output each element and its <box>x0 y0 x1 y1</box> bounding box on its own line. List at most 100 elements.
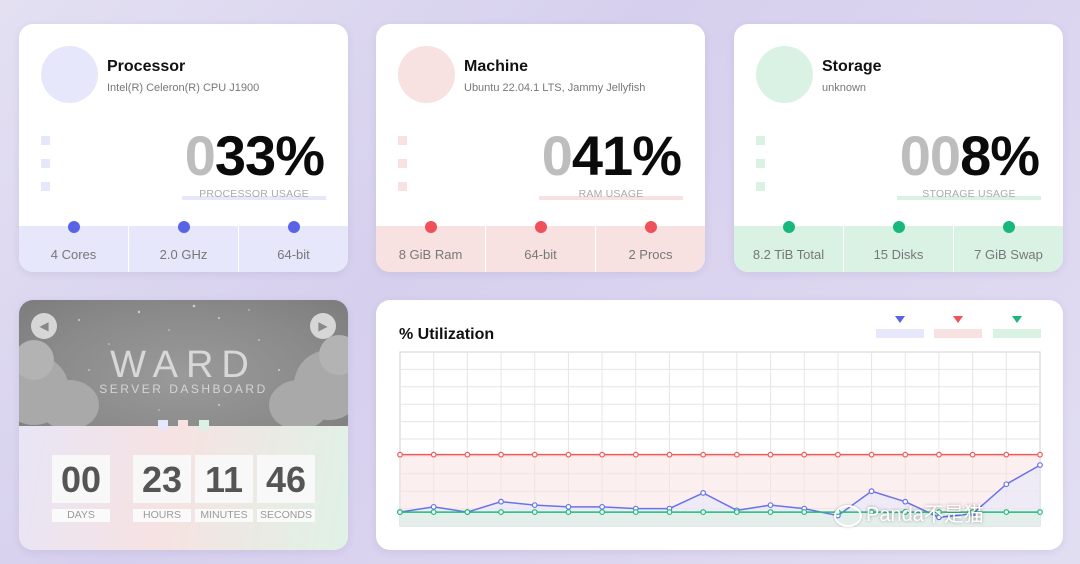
dot-icon <box>644 221 657 233</box>
usage-underline <box>182 196 326 200</box>
data-point-storage <box>700 509 707 515</box>
data-point-ram <box>464 451 471 458</box>
ram-usage-value: 041% <box>541 124 682 187</box>
data-point-ram <box>666 451 673 458</box>
machine-avatar <box>398 46 455 103</box>
usage-label: STORAGE USAGE <box>922 188 1016 200</box>
utilization-chart-card: % Utilization Panda不是猫 <box>376 300 1063 550</box>
card-title: Storage <box>822 58 882 75</box>
decorative-bullets <box>398 136 407 205</box>
footer-cell: 15 Disks <box>843 221 953 272</box>
data-point-ram <box>430 451 437 458</box>
ward-logo-subtitle: SERVER DASHBOARD <box>99 382 268 396</box>
usage-label: RAM USAGE <box>578 188 644 200</box>
data-point-storage <box>936 509 942 515</box>
data-point-ram <box>801 451 808 458</box>
data-point-ram <box>397 451 403 458</box>
stat-footer: 8 GiB Ram 64-bit 2 Procs <box>376 221 705 272</box>
card-title: Processor <box>107 58 186 75</box>
uptime-days: 00 DAYS <box>52 455 110 522</box>
stat-footer: 8.2 TiB Total 15 Disks 7 GiB Swap <box>734 221 1063 272</box>
stat-footer: 4 Cores 2.0 GHz 64-bit <box>19 221 348 272</box>
processor-usage-value: 033% <box>184 124 325 187</box>
data-point-ram <box>1037 451 1043 458</box>
data-point-storage <box>599 509 606 515</box>
uptime-seconds-value: 46 <box>257 455 315 503</box>
data-point-ram <box>902 451 909 458</box>
data-point-storage <box>498 509 504 515</box>
utilization-line-chart <box>397 351 1043 527</box>
legend-storage[interactable] <box>993 316 1041 338</box>
ward-banner: ◀ ▶ WARD SERVER DASHBOARD <box>19 300 348 430</box>
series-area-storage <box>400 512 1040 526</box>
data-point-ram <box>632 451 639 458</box>
data-point-ram <box>531 451 538 458</box>
chart-title: % Utilization <box>399 326 495 343</box>
uptime-hours: 23 HOURS <box>133 455 191 522</box>
uptime-hours-label: HOURS <box>133 509 191 522</box>
data-point-ram <box>834 451 841 458</box>
footer-cell: 2.0 GHz <box>128 221 238 272</box>
dot-icon <box>892 221 905 233</box>
processor-avatar <box>41 46 98 103</box>
data-point-ram <box>700 451 707 458</box>
theme-swatch-red[interactable] <box>178 420 188 430</box>
footer-cell: 7 GiB Swap <box>953 221 1063 272</box>
data-point-storage <box>565 509 572 515</box>
data-point-storage <box>531 509 538 515</box>
uptime-minutes-value: 11 <box>195 455 253 503</box>
data-point-processor <box>936 514 942 521</box>
data-point-processor <box>1003 481 1010 488</box>
data-point-storage <box>733 509 740 515</box>
uptime-seconds-label: SECONDS <box>257 509 315 522</box>
footer-cell: 8.2 TiB Total <box>734 221 843 272</box>
data-point-processor <box>599 503 606 510</box>
dot-icon <box>1002 221 1015 233</box>
data-point-ram <box>498 451 504 458</box>
theme-swatch-blue[interactable] <box>158 420 168 430</box>
ward-uptime-card: ◀ ▶ WARD SERVER DASHBOARD 00 DAYS 23 HOU… <box>19 300 348 550</box>
processor-card: Processor Intel(R) Celeron(R) CPU J1900 … <box>19 24 348 272</box>
legend-processor[interactable] <box>876 316 924 338</box>
data-point-ram <box>1003 451 1010 458</box>
legend-ram[interactable] <box>934 316 982 338</box>
storage-card: Storage unknown 008% STORAGE USAGE 8.2 T… <box>734 24 1063 272</box>
uptime-days-label: DAYS <box>52 509 110 522</box>
dot-icon <box>287 221 300 233</box>
triangle-down-icon <box>895 316 905 323</box>
triangle-down-icon <box>953 316 963 323</box>
theme-swatch-green[interactable] <box>199 420 209 430</box>
data-point-storage <box>868 509 875 515</box>
data-point-ram <box>733 451 740 458</box>
data-point-storage <box>464 509 471 515</box>
data-point-storage <box>1003 509 1010 515</box>
dot-icon <box>177 221 190 233</box>
data-point-processor <box>700 490 707 496</box>
data-point-processor <box>767 502 774 509</box>
uptime-seconds: 46 SECONDS <box>257 455 315 522</box>
usage-underline <box>897 196 1041 200</box>
data-point-processor <box>565 503 572 510</box>
footer-cell: 8 GiB Ram <box>376 221 485 272</box>
storage-avatar <box>756 46 813 103</box>
data-point-processor <box>868 488 875 495</box>
wechat-icon <box>834 504 862 527</box>
data-point-ram <box>969 451 976 458</box>
data-point-ram <box>599 451 606 458</box>
footer-cell: 2 Procs <box>595 221 705 272</box>
next-slide-button[interactable]: ▶ <box>310 313 336 339</box>
card-title: Machine <box>464 58 529 75</box>
uptime-minutes-label: MINUTES <box>195 509 253 522</box>
data-point-storage <box>767 509 774 515</box>
footer-cell: 64-bit <box>238 221 348 272</box>
data-point-ram <box>565 451 572 458</box>
machine-card: Machine Ubuntu 22.04.1 LTS, Jammy Jellyf… <box>376 24 705 272</box>
prev-slide-button[interactable]: ◀ <box>31 313 57 339</box>
dot-icon <box>782 221 795 233</box>
chevron-left-icon: ◀ <box>39 319 49 333</box>
data-point-storage <box>1037 509 1043 515</box>
data-point-processor <box>1037 462 1043 469</box>
data-point-storage <box>397 509 403 515</box>
series-area-processor <box>400 465 1040 526</box>
data-point-ram <box>936 451 942 458</box>
